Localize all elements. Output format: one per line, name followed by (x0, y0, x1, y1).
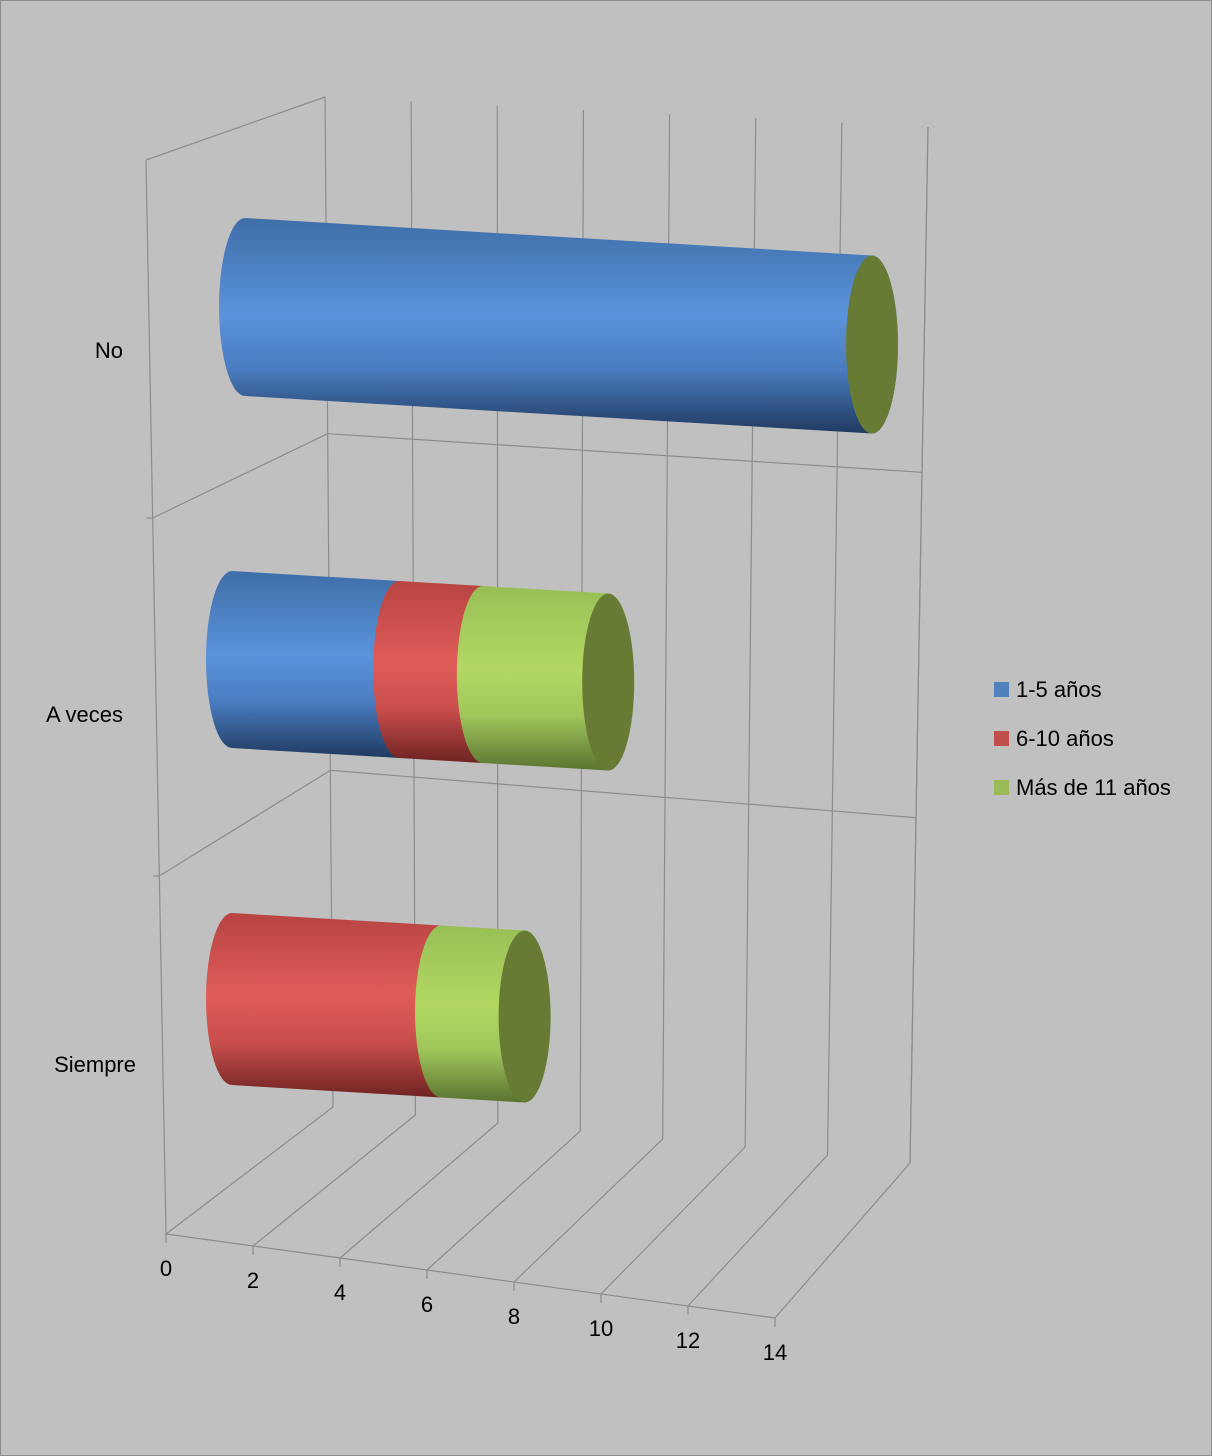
bar-segment (219, 218, 898, 434)
bar-group (206, 571, 635, 771)
wall-edge (145, 159, 167, 1235)
wall-edge (165, 1106, 334, 1235)
category-divider (330, 769, 917, 819)
x-tick-label: 4 (334, 1280, 346, 1305)
category-label: A veces (46, 702, 123, 727)
gridline-floor (426, 1130, 581, 1271)
legend-swatch-11plus (994, 780, 1009, 795)
x-axis-tick-labels: 0 2 4 6 8 10 12 14 (160, 1256, 787, 1365)
legend-label: 1-5 años (1016, 676, 1102, 702)
x-tick-label: 10 (589, 1316, 613, 1341)
legend-item: Más de 11 años (994, 763, 1171, 812)
bar-series (206, 218, 898, 1103)
gridline-floor (600, 1146, 746, 1295)
x-tick-label: 2 (247, 1268, 259, 1293)
category-divider (152, 433, 328, 519)
gridline-floor (252, 1114, 416, 1247)
bar-end-cap (498, 930, 551, 1103)
gridline-floor (774, 1162, 911, 1319)
category-divider (159, 769, 331, 877)
category-label: No (95, 338, 123, 363)
legend-item: 6-10 años (994, 714, 1171, 763)
category-labels: No A veces Siempre (46, 338, 136, 1077)
bar-segment (206, 913, 467, 1098)
category-label: Siempre (54, 1052, 136, 1077)
x-tick-label: 0 (160, 1256, 172, 1281)
gridline-floor (687, 1154, 829, 1307)
x-tick-label: 14 (763, 1340, 787, 1365)
bar-group (219, 218, 898, 434)
bar-end-cap (582, 593, 635, 771)
legend-swatch-1-5 (994, 682, 1009, 697)
x-tick-label: 6 (421, 1292, 433, 1317)
x-tick-label: 12 (676, 1328, 700, 1353)
legend-label: Más de 11 años (1016, 774, 1171, 800)
gridline-floor (513, 1138, 664, 1283)
legend-item: 1-5 años (994, 665, 1171, 714)
x-axis-line (165, 1233, 776, 1319)
bar-end-cap (846, 255, 898, 434)
gridline-floor (339, 1122, 499, 1259)
category-divider (327, 433, 923, 473)
legend: 1-5 años 6-10 años Más de 11 años (994, 665, 1171, 812)
legend-label: 6-10 años (1016, 725, 1114, 751)
bar-group (206, 913, 551, 1103)
bar-segment (206, 571, 426, 759)
gridline-back (909, 126, 929, 1164)
wall-edge (145, 96, 326, 161)
legend-swatch-6-10 (994, 731, 1009, 746)
x-tick-label: 8 (508, 1304, 520, 1329)
